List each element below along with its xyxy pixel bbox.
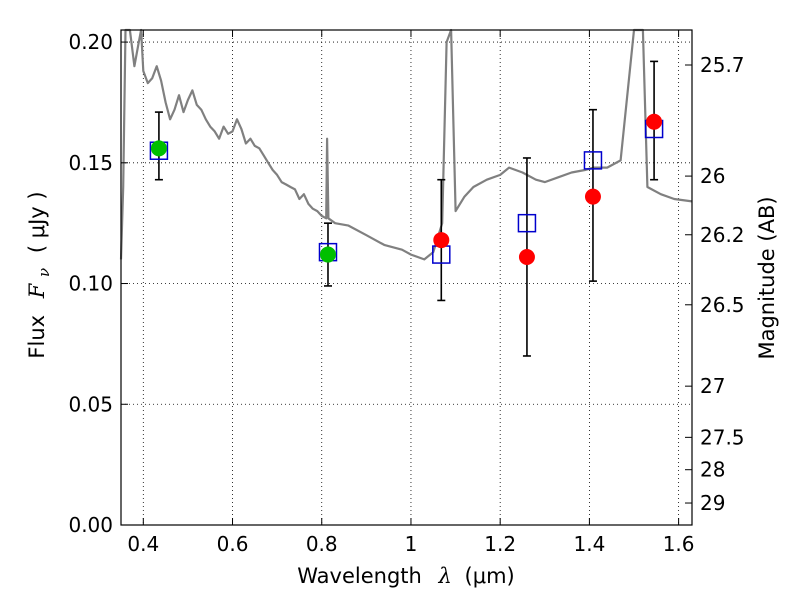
axis-ticks: 0.4 0.6 0.8 1 1.2 1.4 1.6 0.00 0.05 0.10 0.15 0.20 2… — [68, 30, 745, 556]
y-tick-label: 0.00 — [68, 513, 113, 537]
model-photometry-squares — [149, 119, 664, 264]
mag-tick-label: 26 — [700, 164, 725, 188]
mag-tick-label: 25.7 — [700, 53, 745, 77]
error-bars — [154, 60, 659, 357]
grid-lines — [121, 30, 692, 526]
model-spectrum-line — [119, 28, 693, 261]
mag-tick-label: 28 — [700, 458, 725, 482]
model-photometry-square — [583, 151, 603, 170]
model-photometry-square — [517, 213, 537, 233]
model-spectrum — [119, 28, 693, 261]
mag-tick-label: 26.5 — [700, 293, 745, 317]
x-tick-label: 1.2 — [484, 532, 516, 556]
red-point — [433, 232, 450, 249]
red-point — [646, 113, 663, 130]
x-axis-title: Wavelength λ (μm) — [297, 564, 514, 588]
y-tick-label: 0.15 — [68, 151, 113, 175]
red-point — [518, 248, 535, 265]
mag-tick-label: 27 — [700, 374, 725, 398]
y-axis-subscript: ν — [35, 268, 53, 277]
red-point — [584, 188, 601, 205]
mag-tick-label: 29 — [700, 491, 725, 515]
x-tick-label: 0.4 — [127, 532, 159, 556]
y-axis-symbol: F — [25, 282, 49, 299]
plot-frame — [120, 29, 693, 526]
y-axis-title: Flux F ν ( μJy ) — [25, 191, 54, 358]
mag-tick-label: 26.2 — [700, 223, 745, 247]
green-point — [150, 140, 167, 157]
x-tick-label: 1.4 — [573, 532, 605, 556]
y2-axis-title: Magnitude (AB) — [755, 196, 779, 359]
observed-flux-points — [150, 113, 663, 265]
y-axis-title-text: Flux — [25, 315, 49, 359]
y-tick-label: 0.05 — [68, 392, 113, 416]
x-tick-label: 1 — [405, 532, 418, 556]
green-point — [319, 246, 336, 263]
x-axis-symbol: λ — [438, 564, 452, 588]
x-tick-label: 0.8 — [306, 532, 338, 556]
y-tick-label: 0.10 — [68, 272, 113, 296]
y-tick-label: 0.20 — [68, 30, 113, 54]
y-axis-unit: ( μJy ) — [25, 191, 49, 253]
x-tick-label: 1.6 — [663, 532, 695, 556]
x-axis-unit: (μm) — [465, 564, 515, 588]
x-axis-title-text: Wavelength — [297, 564, 422, 588]
x-tick-label: 0.6 — [217, 532, 249, 556]
mag-tick-label: 27.5 — [700, 425, 745, 449]
